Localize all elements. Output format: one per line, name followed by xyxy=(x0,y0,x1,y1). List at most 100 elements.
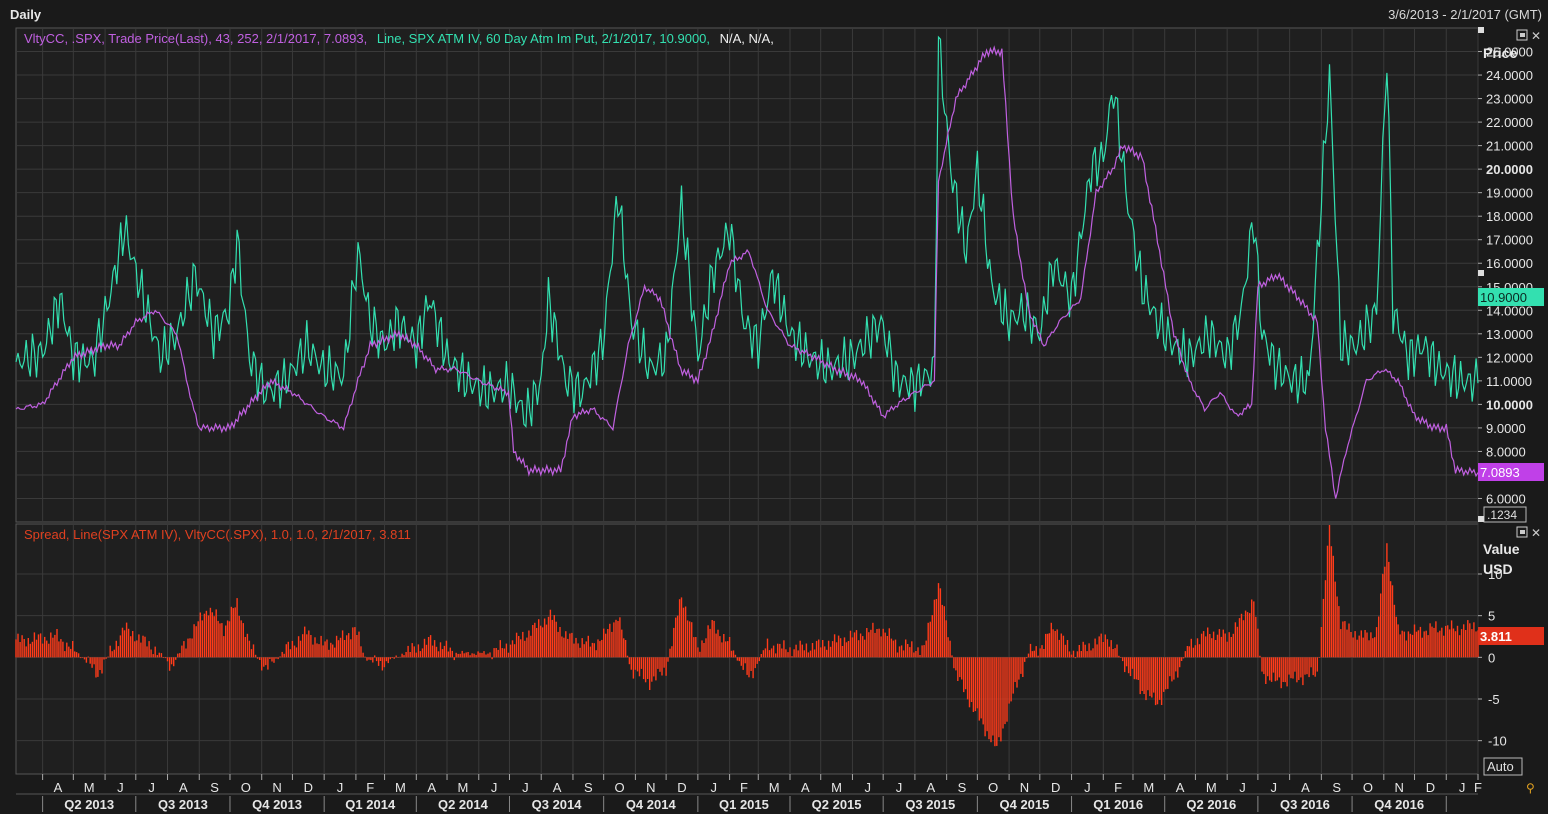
spread-bar xyxy=(415,652,417,658)
spread-bar xyxy=(1391,585,1394,658)
spread-bar xyxy=(405,652,407,658)
spread-bar xyxy=(1064,644,1067,658)
spread-bar xyxy=(707,625,709,658)
pane-handle-mid[interactable] xyxy=(1478,270,1484,276)
spread-bar xyxy=(87,656,89,658)
spread-bar xyxy=(1316,657,1318,672)
spread-bar xyxy=(619,617,621,658)
quarter-label: Q4 2014 xyxy=(626,797,677,812)
spread-bar xyxy=(805,643,808,658)
legend-atm: Line, SPX ATM IV, 60 Day Atm Im Put, 2/1… xyxy=(377,31,710,46)
spread-bar xyxy=(888,628,890,658)
spread-y-tick-label: 10 xyxy=(1488,567,1502,582)
spread-bar xyxy=(1429,623,1431,658)
spread-bar xyxy=(348,633,350,658)
spread-bar xyxy=(341,630,344,658)
crosshair-icon[interactable]: ⚲ xyxy=(1526,781,1535,795)
quarter-label: Q3 2013 xyxy=(158,797,208,812)
spread-bar xyxy=(818,639,820,658)
spread-bar xyxy=(902,650,905,658)
auto-button[interactable] xyxy=(1483,757,1523,776)
spread-bar xyxy=(1469,623,1471,658)
spread-bar xyxy=(1100,633,1102,658)
spread-bar xyxy=(1008,657,1010,704)
spread-bar xyxy=(195,626,197,658)
pane-handle-bottom[interactable] xyxy=(1478,516,1484,522)
spread-bar xyxy=(1419,626,1422,658)
spread-bar xyxy=(513,644,516,658)
spread-bar xyxy=(41,643,44,658)
date-range-label[interactable]: 3/6/2013 - 2/1/2017 (GMT) xyxy=(1388,7,1542,22)
spread-bar xyxy=(217,620,219,658)
spread-bar xyxy=(1167,657,1169,689)
spread-bar xyxy=(101,657,103,674)
spread-bar xyxy=(244,637,246,658)
spread-last-tag-bg xyxy=(1478,627,1544,645)
spread-bar xyxy=(1068,651,1071,658)
spread-bar xyxy=(1382,573,1384,658)
spread-bar xyxy=(996,657,998,746)
spread-bar xyxy=(723,634,725,658)
spread-bar xyxy=(768,650,771,658)
spread-bar xyxy=(636,657,639,672)
spread-bar xyxy=(1421,637,1423,658)
close-icon[interactable]: ✕ xyxy=(1531,526,1541,540)
spread-bar xyxy=(158,652,160,658)
spread-pane[interactable] xyxy=(15,523,1479,775)
spread-bar xyxy=(1441,627,1443,658)
spread-bar xyxy=(501,648,503,658)
month-label: N xyxy=(646,780,655,795)
spread-bar xyxy=(1272,657,1275,673)
month-label: A xyxy=(427,780,436,795)
spread-bar xyxy=(1346,629,1348,658)
spread-bar xyxy=(1251,599,1253,658)
spread-bar xyxy=(835,642,838,658)
spread-bar xyxy=(201,620,203,658)
spread-bar xyxy=(134,641,136,658)
scale-box[interactable] xyxy=(1483,506,1527,523)
maximize-icon[interactable] xyxy=(1516,526,1528,538)
spread-bar xyxy=(459,653,461,658)
spread-bar xyxy=(293,645,296,658)
pane-handle-top[interactable] xyxy=(1478,27,1484,33)
spread-bar xyxy=(1362,637,1364,658)
month-label: A xyxy=(179,780,188,795)
spread-bar xyxy=(1022,657,1024,677)
spread-bar xyxy=(1435,621,1437,658)
spread-bar xyxy=(787,652,789,658)
spread-bar xyxy=(91,657,93,668)
maximize-icon[interactable] xyxy=(1516,29,1528,41)
spread-bar xyxy=(1255,616,1257,658)
spread-bar xyxy=(154,646,156,658)
usd-axis-title: USD xyxy=(1483,561,1513,577)
spread-bar xyxy=(164,657,167,659)
spread-bar xyxy=(401,653,403,658)
spread-pane-controls[interactable]: ✕ xyxy=(1516,526,1541,540)
spread-bar xyxy=(1074,657,1077,659)
price-y-tick-label: 22.0000 xyxy=(1486,115,1533,130)
spread-bar xyxy=(350,639,352,658)
spread-bar xyxy=(318,644,320,658)
price-pane-controls[interactable]: ✕ xyxy=(1516,29,1541,43)
spread-bar xyxy=(1173,657,1175,680)
atm-iv-line xyxy=(15,35,1479,429)
spread-bar xyxy=(449,647,451,658)
spread-bar xyxy=(499,640,501,658)
interval-label[interactable]: Daily xyxy=(10,7,42,22)
close-icon[interactable]: ✕ xyxy=(1531,29,1541,43)
month-label: M xyxy=(1206,780,1217,795)
spread-bar xyxy=(719,636,721,658)
spread-bar xyxy=(1102,642,1104,658)
spread-bar xyxy=(603,628,605,658)
spread-bar xyxy=(1076,651,1079,658)
spread-bar xyxy=(605,633,607,658)
spread-bar xyxy=(487,653,489,658)
spread-bar xyxy=(62,641,64,658)
spread-bar xyxy=(77,653,80,658)
spread-bar xyxy=(121,627,124,658)
spread-bar xyxy=(1179,657,1181,668)
price-pane[interactable] xyxy=(15,27,1479,523)
month-label: A xyxy=(926,780,935,795)
spread-bar xyxy=(93,657,95,665)
